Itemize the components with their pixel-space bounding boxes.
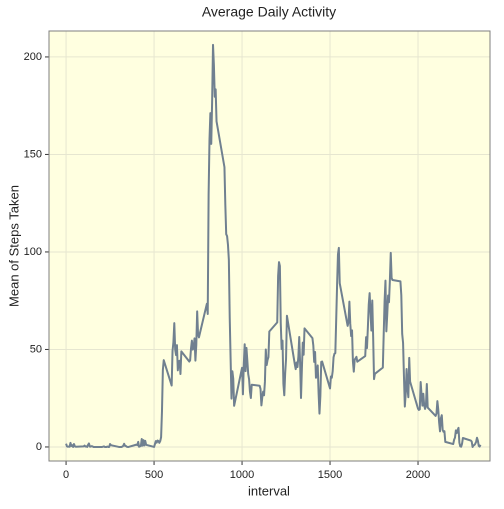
x-axis-label: interval — [248, 483, 290, 498]
plot-panel — [49, 31, 490, 461]
x-tick-label: 1500 — [318, 469, 342, 481]
y-tick-label: 50 — [30, 343, 42, 355]
x-tick-label: 500 — [145, 469, 163, 481]
y-tick-label: 150 — [24, 148, 42, 160]
line — [65, 43, 482, 448]
chart-title: Average Daily Activity — [202, 4, 336, 20]
x-tick-label: 2000 — [406, 469, 430, 481]
y-axis-label: Mean of Steps Taken — [6, 185, 21, 307]
y-tick-label: 200 — [24, 51, 42, 63]
x-tick-label: 0 — [63, 469, 69, 481]
y-tick-label: 100 — [24, 246, 42, 258]
y-tick-label: 0 — [36, 441, 42, 453]
x-tick-label: 1000 — [230, 469, 254, 481]
panel-border — [48, 30, 491, 462]
